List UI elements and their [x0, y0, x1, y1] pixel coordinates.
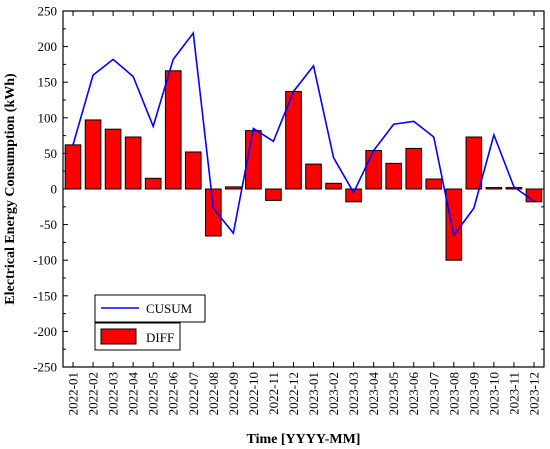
x-tick-label: 2022-10: [246, 372, 261, 415]
bar-diff-2022-06: [164, 70, 182, 190]
y-tick-label: -250: [33, 360, 57, 375]
line-cusum: [72, 31, 535, 238]
y-tick-label: 0: [51, 182, 58, 197]
x-tick-label: 2022-09: [226, 372, 241, 415]
x-tick-label: 2023-05: [386, 372, 401, 415]
x-tick-label: 2023-01: [306, 372, 321, 415]
x-tick-label: 2023-11: [506, 372, 521, 415]
x-tick-label: 2023-10: [486, 372, 501, 415]
legend-diff-swatch: [100, 328, 137, 345]
x-tick-label: 2022-01: [66, 372, 81, 415]
x-tick-label: 2023-06: [406, 372, 421, 416]
bar-diff-2023-06: [405, 147, 423, 190]
y-axis: -250 -200 -150 -100 -50 0 50 100 150 200 250: [33, 4, 544, 375]
x-axis: 2022-01 2022-02 2022-03 2022-04 2022-05 2022-…: [66, 11, 541, 416]
x-tick-label: 2022-04: [126, 372, 141, 416]
bar-diff-2023-01: [305, 163, 322, 190]
x-tick-label: 2022-11: [266, 372, 281, 415]
bar-diff-2023-09: [465, 136, 483, 190]
x-tick-label: 2022-08: [206, 372, 221, 415]
y-tick-label: 100: [38, 110, 58, 125]
x-tick-label: 2022-06: [166, 372, 181, 416]
bar-diff-2023-04: [365, 150, 382, 190]
legend-diff-label: DIFF: [146, 330, 174, 345]
legend: CUSUM DIFF: [94, 294, 206, 351]
bar-diff-2023-10: [485, 187, 503, 190]
legend-cusum-label: CUSUM: [146, 301, 193, 316]
bar-diff-2022-05: [144, 177, 162, 190]
y-tick-label: -200: [33, 324, 57, 339]
bar-diff-2023-02: [325, 182, 342, 190]
x-tick-label: 2022-05: [146, 372, 161, 415]
x-tick-label: 2022-03: [106, 372, 121, 415]
x-tick-label: 2022-02: [86, 372, 101, 415]
bar-diff-2022-08: [205, 188, 222, 237]
y-tick-label: -50: [40, 217, 57, 232]
bar-diff-2022-11: [265, 188, 282, 201]
y-tick-label: 250: [38, 4, 58, 19]
y-tick-label: -150: [33, 288, 57, 303]
bar-diff-2022-07: [184, 151, 202, 190]
y-tick-label: -100: [33, 253, 57, 268]
bar-diff-2023-07: [425, 178, 443, 190]
y-tick-label: 50: [44, 146, 57, 161]
x-tick-label: 2023-12: [526, 372, 541, 415]
x-tick-label: 2022-12: [286, 372, 301, 415]
bar-diff-2022-01: [64, 144, 82, 190]
y-axis-title: Electrical Energy Consumption (kWh): [3, 73, 18, 305]
bars-layer: [64, 70, 543, 261]
bar-diff-2022-02: [84, 119, 102, 190]
bar-diff-2022-09: [225, 186, 242, 190]
x-tick-label: 2023-03: [346, 372, 361, 415]
x-axis-title: Time [YYYY-MM]: [247, 432, 361, 447]
x-tick-label: 2023-02: [326, 372, 341, 415]
y-tick-label: 200: [38, 39, 58, 54]
y-tick-label: 150: [38, 75, 58, 90]
x-tick-label: 2023-07: [426, 372, 441, 416]
bar-diff-2022-03: [104, 128, 122, 190]
x-tick-label: 2023-09: [466, 372, 481, 415]
bar-diff-2023-03: [345, 188, 362, 203]
bar-diff-2023-12: [525, 188, 543, 203]
bar-diff-2023-05: [385, 162, 402, 190]
line-layer: [72, 31, 535, 238]
x-tick-label: 2023-04: [366, 372, 381, 416]
x-tick-label: 2023-08: [446, 372, 461, 415]
bar-diff-2023-08: [445, 188, 463, 261]
bar-diff-2022-04: [124, 136, 142, 190]
x-tick-label: 2022-07: [186, 372, 201, 416]
